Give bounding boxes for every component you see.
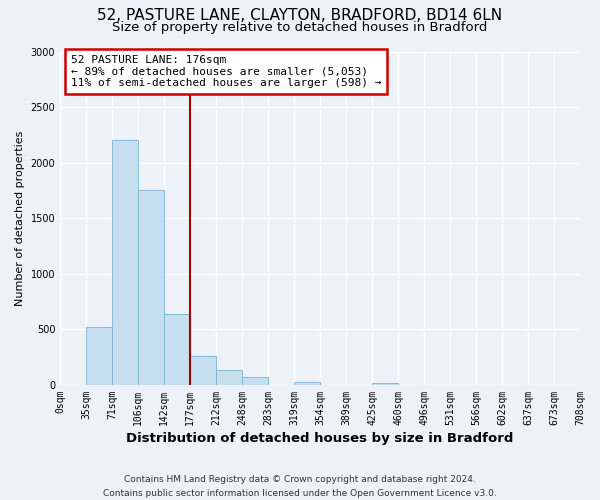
Text: Size of property relative to detached houses in Bradford: Size of property relative to detached ho…: [112, 21, 488, 34]
Bar: [216, 370, 242, 385]
Text: Contains HM Land Registry data © Crown copyright and database right 2024.
Contai: Contains HM Land Registry data © Crown c…: [103, 476, 497, 498]
Bar: [138, 190, 164, 385]
Bar: [164, 314, 190, 385]
Bar: [294, 382, 320, 385]
Bar: [86, 327, 112, 385]
Bar: [190, 356, 216, 385]
X-axis label: Distribution of detached houses by size in Bradford: Distribution of detached houses by size …: [127, 432, 514, 445]
Bar: [372, 384, 398, 385]
Text: 52 PASTURE LANE: 176sqm
← 89% of detached houses are smaller (5,053)
11% of semi: 52 PASTURE LANE: 176sqm ← 89% of detache…: [71, 55, 381, 88]
Y-axis label: Number of detached properties: Number of detached properties: [15, 130, 25, 306]
Bar: [112, 140, 138, 385]
Bar: [242, 377, 268, 385]
Text: 52, PASTURE LANE, CLAYTON, BRADFORD, BD14 6LN: 52, PASTURE LANE, CLAYTON, BRADFORD, BD1…: [97, 8, 503, 22]
